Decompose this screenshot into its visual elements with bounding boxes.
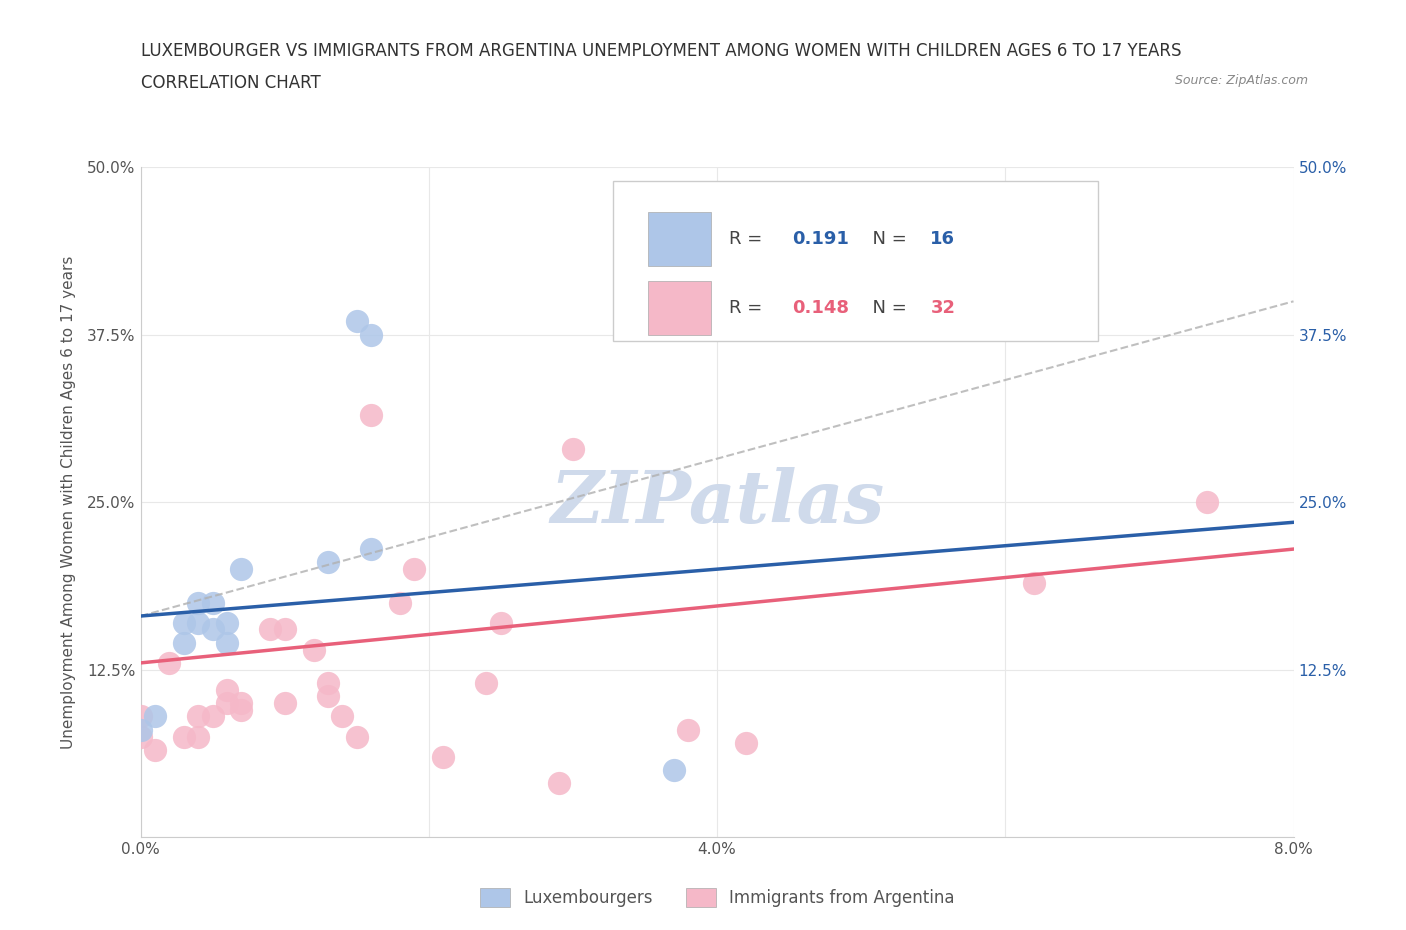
Point [561, 441, 585, 456]
Point [143, 709, 166, 724]
Point [346, 314, 368, 329]
Point [274, 696, 297, 711]
Text: 32: 32 [931, 299, 955, 317]
Point [547, 776, 569, 790]
FancyBboxPatch shape [613, 180, 1098, 341]
Point [274, 622, 297, 637]
Point [735, 736, 758, 751]
Point [662, 763, 685, 777]
Text: LUXEMBOURGER VS IMMIGRANTS FROM ARGENTINA UNEMPLOYMENT AMONG WOMEN WITH CHILDREN: LUXEMBOURGER VS IMMIGRANTS FROM ARGENTIN… [141, 42, 1181, 60]
Point [201, 595, 224, 610]
Point [316, 675, 339, 690]
Point [316, 689, 339, 704]
Y-axis label: Unemployment Among Women with Children Ages 6 to 17 years: Unemployment Among Women with Children A… [60, 256, 76, 749]
Point [201, 709, 224, 724]
Point [259, 622, 281, 637]
Point [143, 742, 166, 757]
Point [129, 709, 152, 724]
Text: Source: ZipAtlas.com: Source: ZipAtlas.com [1174, 74, 1308, 87]
Point [346, 729, 368, 744]
Point [187, 709, 209, 724]
Point [217, 696, 239, 711]
FancyBboxPatch shape [648, 282, 711, 335]
Text: R =: R = [728, 230, 768, 248]
Point [217, 683, 239, 698]
Point [388, 595, 411, 610]
Text: R =: R = [728, 299, 768, 317]
Point [173, 635, 195, 650]
Point [360, 327, 382, 342]
Point [187, 595, 209, 610]
Text: 0.148: 0.148 [792, 299, 849, 317]
Text: N =: N = [860, 299, 912, 317]
Point [173, 616, 195, 631]
Text: N =: N = [860, 230, 912, 248]
Point [217, 635, 239, 650]
Point [360, 407, 382, 422]
Point [187, 729, 209, 744]
Text: 0.191: 0.191 [792, 230, 849, 248]
Point [231, 696, 253, 711]
Point [360, 541, 382, 556]
Point [404, 562, 426, 577]
Point [489, 616, 512, 631]
FancyBboxPatch shape [648, 212, 711, 266]
Legend: Luxembourgers, Immigrants from Argentina: Luxembourgers, Immigrants from Argentina [471, 880, 963, 916]
Text: CORRELATION CHART: CORRELATION CHART [141, 74, 321, 92]
Point [332, 709, 354, 724]
Point [316, 555, 339, 570]
Point [1024, 575, 1046, 590]
Point [678, 723, 700, 737]
Point [231, 702, 253, 717]
Point [432, 750, 454, 764]
Point [129, 729, 152, 744]
Text: ZIPatlas: ZIPatlas [550, 467, 884, 538]
Point [1195, 495, 1218, 510]
Point [201, 622, 224, 637]
Point [475, 675, 498, 690]
Point [302, 642, 325, 657]
Point [173, 729, 195, 744]
Point [159, 656, 180, 671]
Text: 16: 16 [931, 230, 955, 248]
Point [217, 616, 239, 631]
Point [187, 616, 209, 631]
Point [129, 723, 152, 737]
Point [231, 562, 253, 577]
